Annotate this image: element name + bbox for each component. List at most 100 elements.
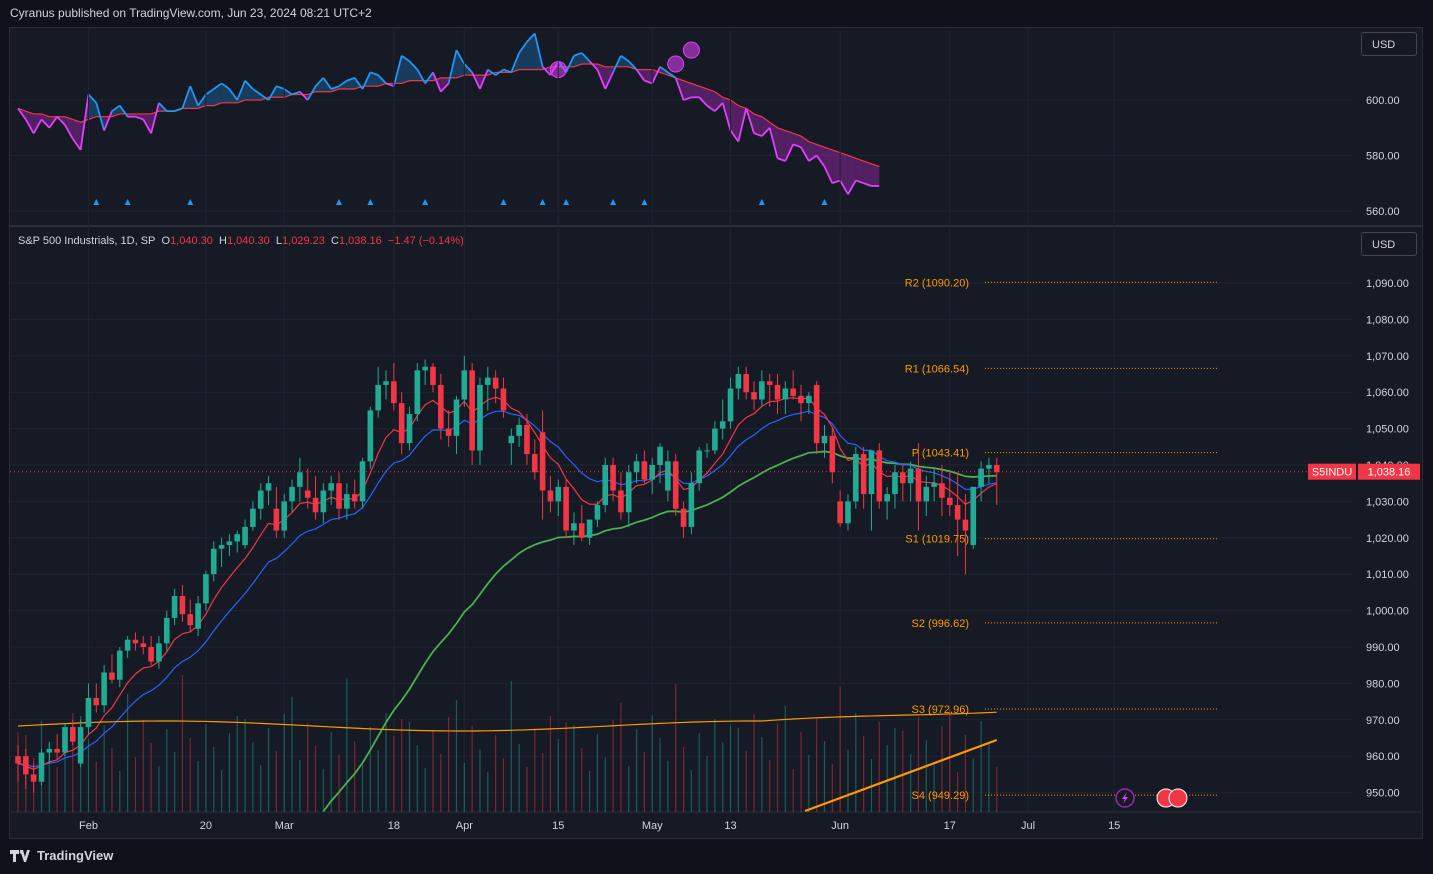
osc-y-tick: 560.00 <box>1366 206 1400 218</box>
osc-line-segment <box>863 182 872 187</box>
candle-body <box>438 384 444 429</box>
volume-bar <box>510 681 512 812</box>
osc-fill-segment <box>72 119 81 150</box>
x-axis-tick: Jun <box>831 820 849 832</box>
volume-bar <box>863 736 865 812</box>
candle-body <box>171 596 178 618</box>
trend-line <box>804 738 998 813</box>
candle-body <box>62 727 68 753</box>
signal-triangle <box>563 199 570 205</box>
osc-fill-segment <box>793 133 801 148</box>
candle-body <box>132 639 139 644</box>
candle-body <box>15 756 21 764</box>
volume-bar <box>816 718 818 812</box>
osc-fill-segment <box>440 77 449 92</box>
currency-button-main[interactable]: USD <box>1361 232 1417 256</box>
candle-body <box>250 508 256 527</box>
volume-bar <box>252 742 254 812</box>
candle-body <box>500 388 507 411</box>
volume-bar <box>792 769 794 812</box>
volume-bar <box>213 747 215 812</box>
volume-bar <box>283 714 285 812</box>
ma-fast <box>17 396 997 771</box>
volume-bar <box>588 771 591 812</box>
volume-bar <box>831 764 833 812</box>
osc-line-segment <box>455 49 466 65</box>
osc-line-segment <box>612 55 622 73</box>
osc-line-segment <box>416 69 426 84</box>
pivot-label: S4 (949.29) <box>912 790 969 802</box>
volume-bar <box>690 770 692 812</box>
volume-bar <box>542 753 544 812</box>
main-y-tick: 1,090.00 <box>1366 278 1409 290</box>
main-y-tick: 1,060.00 <box>1366 387 1409 399</box>
candle-body <box>359 461 366 502</box>
volume-bar <box>267 728 270 812</box>
candle-body <box>453 399 460 436</box>
osc-line-segment <box>683 96 692 101</box>
osc-fill-segment <box>25 111 34 134</box>
volume-bar <box>142 720 144 812</box>
legend-change: −1.47 (−0.14%) <box>387 235 464 247</box>
candle-body <box>727 388 734 422</box>
legend-low: 1,029.23 <box>282 235 325 247</box>
osc-line-segment <box>385 82 395 88</box>
osc-line-segment <box>533 33 544 68</box>
volume-bar <box>604 757 606 812</box>
candle-body <box>759 381 765 400</box>
currency-button-top[interactable]: USD <box>1361 32 1417 56</box>
volume-bar <box>612 720 614 812</box>
main-y-tick: 980.00 <box>1366 678 1400 690</box>
candle-body <box>93 697 100 706</box>
osc-line-segment <box>737 108 748 142</box>
osc-line-segment <box>635 69 646 82</box>
legend-high: 1,040.30 <box>226 235 270 247</box>
osc-fill-segment <box>111 105 120 117</box>
candle-body <box>915 468 922 502</box>
osc-line-segment <box>244 80 254 90</box>
candle-body <box>351 494 358 502</box>
osc-line-segment <box>291 90 301 96</box>
osc-line-segment <box>283 88 293 96</box>
x-axis-tick: 17 <box>944 820 956 832</box>
volume-bar <box>275 751 277 812</box>
volume-bar <box>620 703 622 812</box>
candle-body <box>210 548 217 575</box>
osc-fill-segment <box>683 80 692 101</box>
volume-average-line <box>17 711 997 732</box>
volume-bar <box>643 752 645 812</box>
candle-body <box>899 472 906 484</box>
candle-body <box>954 505 961 520</box>
x-axis-tick: Mar <box>275 820 294 832</box>
candle-body <box>23 756 29 775</box>
osc-line-segment <box>667 71 677 79</box>
osc-line-segment <box>150 102 160 134</box>
osc-fill-segment <box>620 55 629 67</box>
osc-line-segment <box>64 124 74 140</box>
osc-line-segment <box>596 69 607 90</box>
volume-bar <box>808 755 810 812</box>
x-axis-tick: 15 <box>552 820 564 832</box>
osc-line-segment <box>299 91 309 101</box>
tradingview-footer[interactable]: TradingView <box>10 848 113 863</box>
x-axis-tick: Jul <box>1021 820 1035 832</box>
volume-bar <box>424 768 426 812</box>
pivot-label: R2 (1090.20) <box>905 277 969 289</box>
candle-body <box>461 370 468 400</box>
volume-bar <box>64 730 66 812</box>
candle-body <box>54 748 60 753</box>
osc-line-segment <box>659 66 669 74</box>
volume-bar <box>761 737 763 812</box>
candle-body <box>853 454 859 502</box>
candle-body <box>344 494 350 509</box>
highlight-marker <box>682 41 700 59</box>
candle-body <box>242 526 248 546</box>
volume-bar <box>166 729 168 812</box>
osc-line-segment <box>440 82 450 93</box>
candle-body <box>704 450 710 452</box>
candle-body <box>391 381 397 404</box>
candle-body <box>735 374 742 389</box>
volume-bar <box>158 766 160 812</box>
candle-body <box>610 465 616 491</box>
